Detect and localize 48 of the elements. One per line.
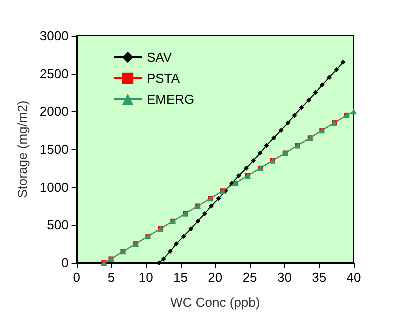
point <box>196 218 201 224</box>
point <box>258 150 263 156</box>
point <box>188 226 194 232</box>
point <box>278 128 284 134</box>
point <box>340 60 346 65</box>
point <box>292 112 298 118</box>
point <box>216 196 222 202</box>
x-tick-label: 35 <box>312 270 327 285</box>
point <box>181 234 186 240</box>
point <box>306 98 312 103</box>
point <box>156 260 162 266</box>
point <box>326 75 332 80</box>
point <box>334 68 340 73</box>
x-tick-label: 0 <box>73 270 80 285</box>
y-tick-label: 0 <box>62 256 69 270</box>
y-tick-label: 2000 <box>40 104 69 120</box>
x-tick-label: 5 <box>108 270 116 285</box>
point <box>251 158 256 164</box>
x-tick-label: 10 <box>138 270 154 285</box>
point <box>174 242 180 247</box>
point <box>202 211 208 216</box>
y-tick-label: 2500 <box>40 66 69 82</box>
x-axis-title: WC Conc (ppb) <box>170 295 260 310</box>
x-tick-label: 15 <box>174 270 188 285</box>
point <box>264 143 270 148</box>
legend-label: SAV <box>147 50 172 65</box>
y-tick-label: 500 <box>47 218 69 233</box>
y-tick-label: 1000 <box>40 180 69 195</box>
point <box>320 82 325 88</box>
point <box>168 249 173 254</box>
point <box>271 136 276 141</box>
point <box>313 90 318 96</box>
point <box>351 108 357 115</box>
x-tick-label: 40 <box>346 270 362 285</box>
x-tick-label: 30 <box>277 270 292 285</box>
legend-label: PSTA <box>147 71 180 86</box>
point <box>236 173 242 178</box>
y-axis-title: Storage (mg/m2) <box>15 100 30 198</box>
point <box>299 105 304 110</box>
x-tick-label: 20 <box>208 270 223 285</box>
y-tick-label: 3000 <box>40 28 69 44</box>
x-tick-label: 25 <box>242 270 258 285</box>
point <box>244 166 250 171</box>
legend-label: EMERG <box>147 92 195 107</box>
point <box>286 120 291 126</box>
y-tick-label: 1500 <box>40 142 69 157</box>
point <box>161 256 166 262</box>
point <box>209 204 214 209</box>
